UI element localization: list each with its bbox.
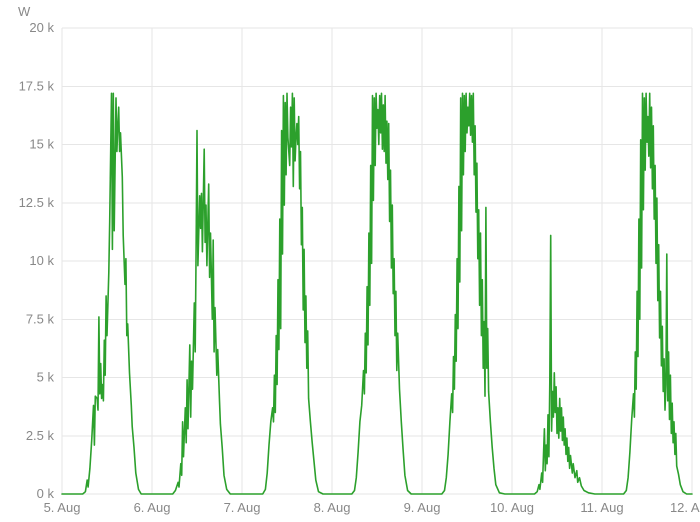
x-tick-label: 8. Aug [314, 500, 351, 515]
y-tick-label: 17.5 k [19, 78, 55, 93]
y-tick-label: 20 k [29, 20, 54, 35]
y-tick-label: 12.5 k [19, 195, 55, 210]
y-tick-label: 5 k [37, 370, 55, 385]
x-tick-label: 11. Aug [580, 500, 623, 515]
y-tick-label: 2.5 k [26, 428, 55, 443]
power-chart: 0 k 2.5 k 5 k 7.5 k 10 k 12.5 k 15 k 17.5 k 20 k… [0, 0, 700, 522]
y-tick-label: 15 k [29, 137, 54, 152]
y-tick-label: 10 k [29, 253, 54, 268]
x-tick-label: 6. Aug [134, 500, 171, 515]
y-axis: 0 k 2.5 k 5 k 7.5 k 10 k 12.5 k 15 k 17.5 k 20 k [19, 20, 55, 501]
y-tick-label: 7.5 k [26, 311, 55, 326]
x-tick-label: 10. Aug [490, 500, 534, 515]
x-tick-label: 7. Aug [224, 500, 261, 515]
x-tick-label: 12. Aug [670, 500, 700, 515]
x-tick-label: 9. Aug [404, 500, 441, 515]
series-power [62, 93, 692, 494]
x-tick-label: 5. Aug [44, 500, 81, 515]
x-axis: 5. Aug 6. Aug 7. Aug 8. Aug 9. Aug 10. Aug 11.… [44, 500, 700, 515]
y-axis-title: W [18, 4, 31, 19]
y-tick-label: 0 k [37, 486, 55, 501]
